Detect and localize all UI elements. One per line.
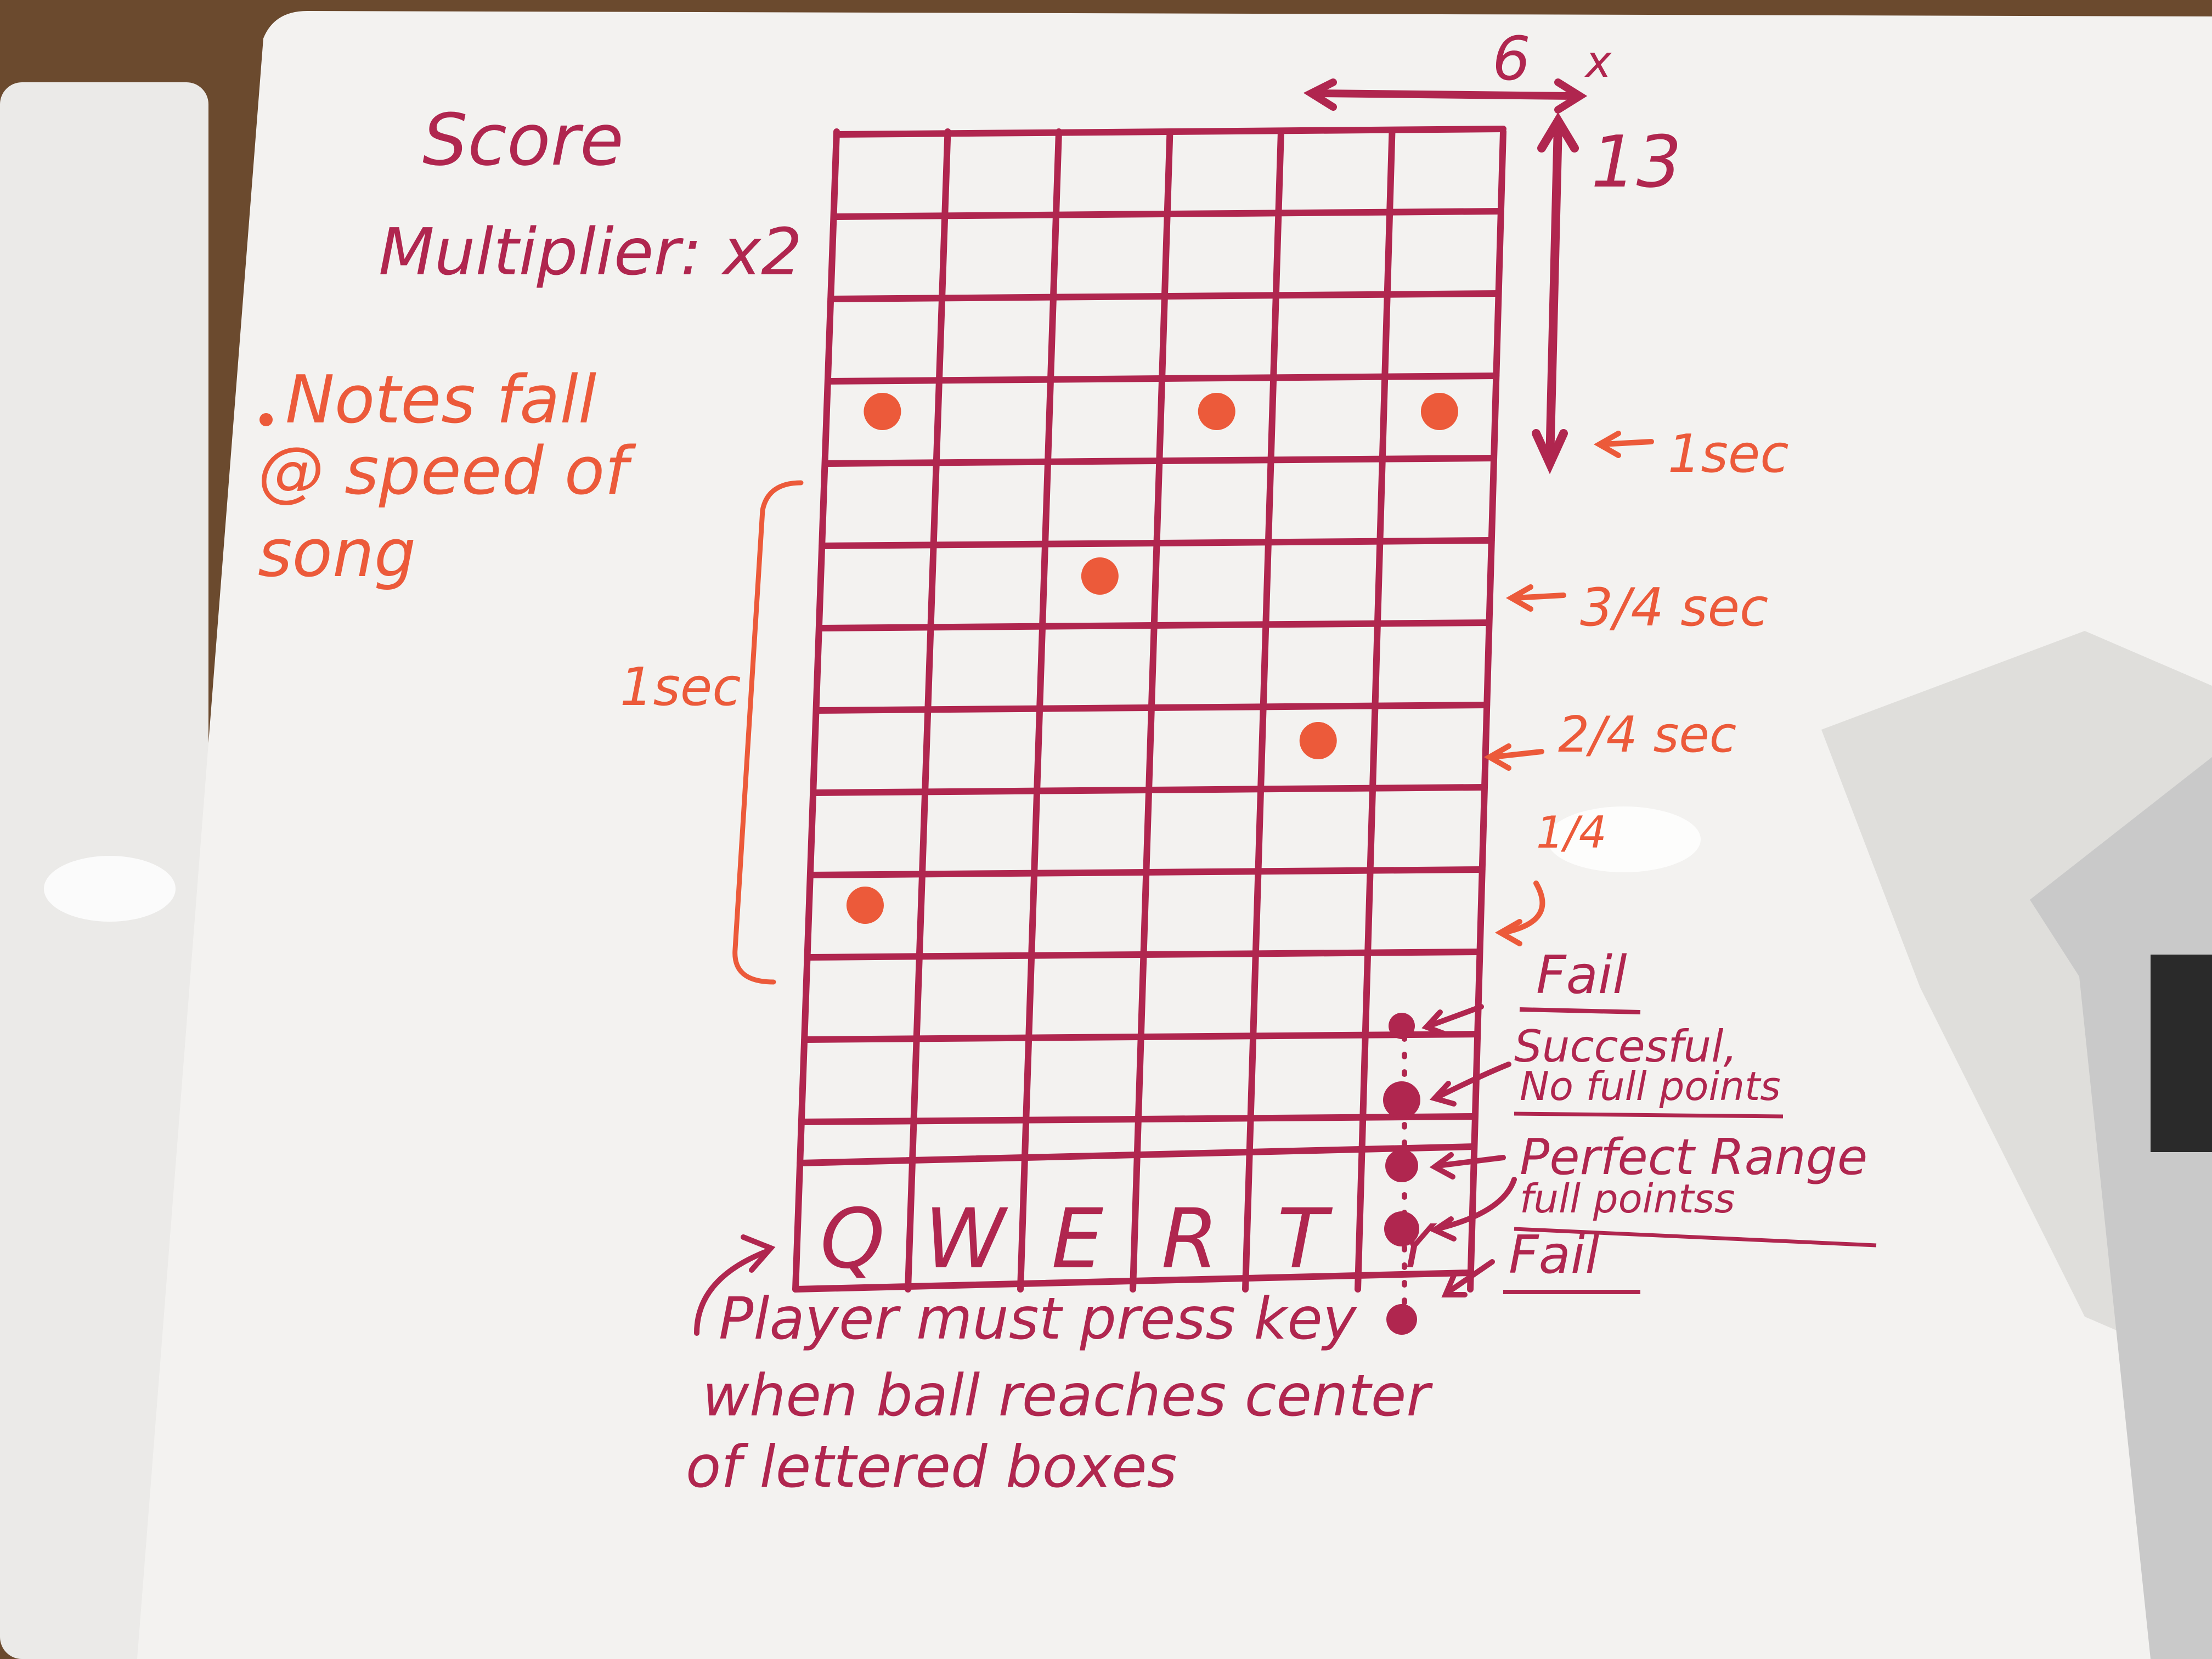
grid-row-line bbox=[807, 866, 1486, 878]
grid-column-line bbox=[1242, 128, 1284, 1293]
glare bbox=[1547, 806, 1701, 872]
falling-note bbox=[1081, 557, 1119, 595]
label-one-sec: 1sec bbox=[1668, 424, 1789, 484]
key-label-r: R bbox=[1161, 1192, 1218, 1287]
zone-fail-bottom: Fail bbox=[1509, 1225, 1600, 1285]
width-dimension-arrow bbox=[1303, 78, 1588, 114]
rows-count: 13 bbox=[1591, 120, 1681, 204]
falling-notes bbox=[846, 393, 1458, 924]
grid-column-line bbox=[1355, 128, 1396, 1293]
height-dimension-arrow bbox=[1532, 112, 1579, 475]
grid-row-line bbox=[830, 208, 1504, 220]
hit-zone-dots bbox=[1383, 1013, 1420, 1335]
key-row-edge bbox=[797, 1143, 1477, 1166]
multiplier-label: Multiplier: x2 bbox=[379, 214, 802, 290]
laptop-keyboard bbox=[2151, 955, 2212, 1152]
grid-row-line bbox=[833, 126, 1506, 138]
falling-note bbox=[1420, 393, 1458, 430]
hit-zone-arrows bbox=[1421, 1004, 1517, 1297]
grid-row-line bbox=[816, 619, 1493, 631]
grid-row-line bbox=[821, 455, 1497, 467]
key-label-e: E bbox=[1051, 1192, 1103, 1287]
side-note-line2: @ speed of bbox=[258, 433, 636, 510]
columns-axis: x bbox=[1584, 36, 1612, 87]
bullet bbox=[259, 413, 273, 426]
key-row-edge bbox=[792, 1269, 1474, 1293]
grid-row-line bbox=[827, 290, 1502, 302]
instruction-line1: Player must press key bbox=[719, 1285, 1358, 1352]
underline bbox=[1519, 1007, 1641, 1014]
grid-row-line bbox=[819, 537, 1495, 549]
falling-note bbox=[1198, 393, 1235, 430]
columns-count: 6 bbox=[1492, 24, 1531, 94]
whiteboard bbox=[137, 11, 2212, 1659]
side-note-line3: song bbox=[258, 516, 416, 592]
instruction-arrow bbox=[694, 1248, 771, 1336]
zone-fail-top: Fail bbox=[1536, 945, 1627, 1006]
zone-perfect-line2: full pointss bbox=[1520, 1176, 1735, 1222]
label-two-quarter-sec: 2/4 sec bbox=[1558, 706, 1736, 764]
grid-row-line bbox=[798, 1113, 1479, 1125]
one-sec-bracket bbox=[732, 480, 804, 985]
score-label: Score bbox=[422, 98, 624, 182]
label-one-quarter: 1/4 bbox=[1536, 807, 1607, 858]
grid-row-line bbox=[825, 373, 1500, 385]
falling-note bbox=[864, 393, 901, 430]
grid-column-line bbox=[1467, 128, 1506, 1293]
zone-perfect-line1: Perfect Range bbox=[1520, 1128, 1867, 1186]
bracket-label: 1sec bbox=[620, 657, 741, 718]
zone-successful-line2: No full points bbox=[1520, 1063, 1781, 1109]
underline bbox=[1514, 1111, 1784, 1119]
grid-row-line bbox=[812, 702, 1491, 714]
grid-row-line bbox=[801, 1031, 1481, 1043]
side-note-line1: Notes fall bbox=[285, 362, 596, 438]
label-three-quarter-sec: 3/4 sec bbox=[1580, 578, 1768, 638]
instruction-arrowhead bbox=[741, 1234, 776, 1273]
underline bbox=[1514, 1227, 1877, 1248]
falling-note bbox=[1299, 722, 1337, 759]
key-label-t: T bbox=[1277, 1192, 1333, 1287]
instruction-line3: of lettered boxes bbox=[686, 1434, 1177, 1500]
instruction-line2: when ball reaches center bbox=[702, 1362, 1433, 1429]
grid-row-line bbox=[810, 784, 1488, 796]
zone-successful-line1: Succesful, bbox=[1514, 1021, 1737, 1072]
falling-note bbox=[846, 887, 884, 924]
note-highway-grid bbox=[792, 126, 1506, 1293]
grid-row-line bbox=[804, 949, 1483, 961]
key-label-w: W bbox=[924, 1192, 1008, 1287]
glare bbox=[44, 856, 176, 922]
timing-arrows bbox=[1483, 431, 1654, 946]
key-label-q: Q bbox=[820, 1192, 885, 1287]
